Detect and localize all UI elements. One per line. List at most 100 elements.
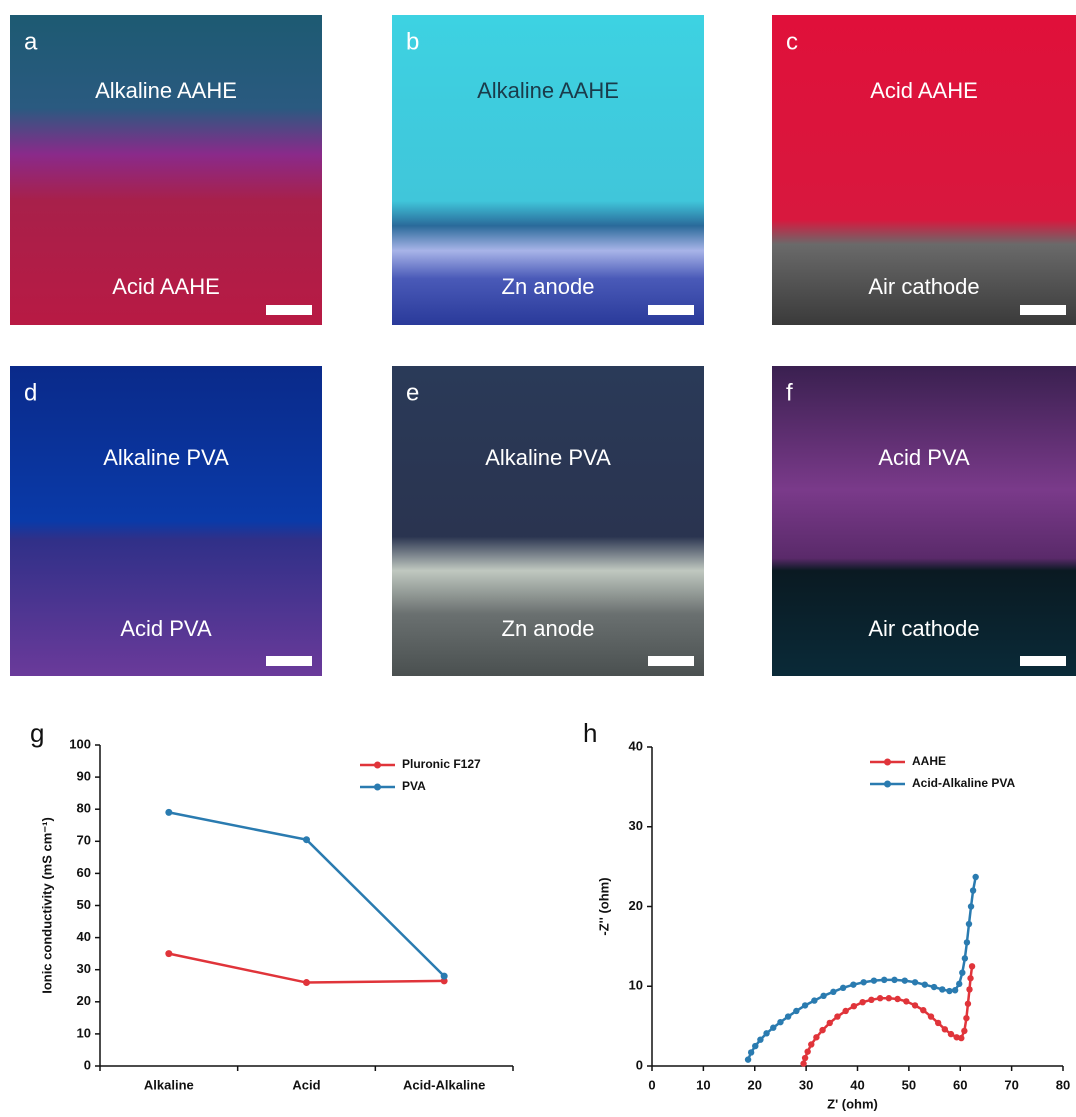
data-point [961,1028,967,1034]
panel-bottom-label: Acid PVA [120,616,212,641]
panel-bottom-label: Air cathode [868,616,979,641]
scale-bar [648,656,694,666]
data-point [834,1013,840,1019]
data-point [942,1026,948,1032]
data-point [827,1020,833,1026]
data-point [966,921,972,927]
legend-label: PVA [402,779,426,793]
data-point [922,981,928,987]
panel-bottom-label: Air cathode [868,274,979,299]
panel-bottom-label: Zn anode [502,274,595,299]
x-tick-label: 20 [748,1077,762,1092]
data-point [946,988,952,994]
data-point [802,1002,808,1008]
x-tick-label: Acid-Alkaline [403,1077,485,1092]
data-point [808,1041,814,1047]
data-point [931,984,937,990]
data-point [970,887,976,893]
y-tick-label: 0 [84,1057,91,1072]
data-point [948,1031,954,1037]
data-point [859,999,865,1005]
data-point [962,955,968,961]
data-point [871,977,877,983]
data-point [785,1013,791,1019]
panel-top-label: Alkaline PVA [103,445,229,470]
panel-letter: c [786,28,798,55]
data-point [851,1003,857,1009]
data-point [830,989,836,995]
panel-letter: b [406,28,419,55]
data-point [303,979,310,986]
figure: aAlkaline AAHEAcid AAHEbAlkaline AAHEZn … [0,0,1076,1117]
x-tick-label: 30 [799,1077,813,1092]
data-point [920,1007,926,1013]
panel-letter: e [406,379,419,406]
legend-label: Acid-Alkaline PVA [912,776,1015,790]
panel-top-label: Alkaline AAHE [477,78,619,103]
y-tick-label: 100 [69,736,91,751]
data-point [757,1036,763,1042]
data-point [939,986,945,992]
data-point [819,1027,825,1033]
data-point [850,981,856,987]
data-point [165,950,172,957]
data-point [800,1060,806,1066]
data-point [745,1056,751,1062]
data-point [969,963,975,969]
legend-marker [884,759,891,766]
data-point [902,977,908,983]
series-line [748,877,976,1060]
panel-top-label: Alkaline AAHE [95,78,237,103]
legend-label: AAHE [912,754,946,768]
data-point [165,809,172,816]
data-point [964,939,970,945]
data-point [877,995,883,1001]
scale-bar [266,656,312,666]
data-point [752,1043,758,1049]
panel-letter: f [786,379,793,406]
data-point [813,1034,819,1040]
y-tick-label: 40 [629,738,643,753]
chart-letter: g [30,718,44,748]
x-tick-label: Acid [292,1077,320,1092]
data-point [966,986,972,992]
data-point [303,836,310,843]
data-point [958,1035,964,1041]
data-point [881,977,887,983]
y-tick-label: 60 [77,865,91,880]
y-tick-label: 90 [77,769,91,784]
data-point [811,997,817,1003]
data-point [748,1049,754,1055]
series-line [169,954,444,983]
y-tick-label: 10 [77,1025,91,1040]
data-point [441,973,448,980]
data-point [912,979,918,985]
y-tick-label: 10 [629,978,643,993]
data-point [965,1001,971,1007]
scale-bar [1020,305,1066,315]
data-point [972,874,978,880]
panel-top-label: Acid PVA [878,445,970,470]
panel-bottom-label: Zn anode [502,616,595,641]
legend-label: Pluronic F127 [402,757,481,771]
data-point [967,975,973,981]
data-point [793,1008,799,1014]
y-tick-label: 40 [77,929,91,944]
scale-bar [1020,656,1066,666]
data-point [963,1015,969,1021]
page: aAlkaline AAHEAcid AAHEbAlkaline AAHEZn … [0,0,1076,1117]
x-axis-label: Z' (ohm) [827,1096,878,1111]
scale-bar [266,305,312,315]
data-point [770,1025,776,1031]
data-point [802,1055,808,1061]
panel-bottom-label: Acid AAHE [112,274,220,299]
y-tick-label: 50 [77,897,91,912]
y-tick-label: 30 [629,818,643,833]
panel-letter: d [24,379,37,406]
data-point [820,993,826,999]
data-point [868,997,874,1003]
y-tick-label: 70 [77,833,91,848]
data-point [763,1030,769,1036]
x-tick-label: 40 [850,1077,864,1092]
data-point [840,985,846,991]
